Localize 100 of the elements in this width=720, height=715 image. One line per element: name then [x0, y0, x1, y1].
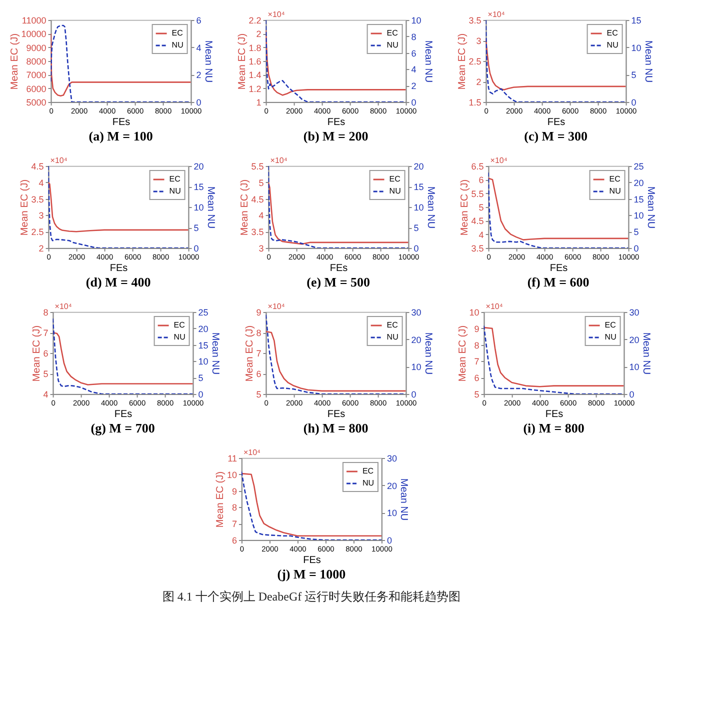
y-tick-label: 6000 [26, 84, 46, 94]
text: (e) M = 500 [306, 274, 370, 290]
y2-tick-label: 15 [634, 194, 644, 204]
y2-tick-label: 10 [198, 356, 208, 367]
y-axis-title: Mean EC (J) [236, 33, 248, 90]
line-series [52, 332, 193, 386]
y-tick-label: 9 [232, 486, 237, 496]
y2-tick-label: 0 [411, 98, 416, 108]
y2-axis-title: Mean NU [644, 186, 656, 229]
line-series [48, 166, 188, 248]
legend-label: EC [609, 174, 621, 184]
y-tick-label: 7 [232, 519, 237, 530]
y-axis-title: Mean EC (J) [459, 179, 470, 236]
y2-tick-label: 20 [411, 334, 422, 345]
y2-tick-label: 10 [629, 362, 640, 372]
y-tick-label: 9000 [26, 42, 46, 53]
y-tick-label: 3.5 [251, 227, 264, 238]
y-tick-label: 10000 [21, 29, 46, 40]
text: (f) M = 600 [527, 274, 590, 290]
legend-label: EC [386, 28, 398, 38]
y-tick-label: 2 [256, 29, 262, 40]
text: ×10⁴ [490, 156, 508, 165]
y-tick-label: 6 [256, 369, 262, 379]
y-tick-label: 3.5 [471, 244, 484, 254]
y2-tick-label: 30 [629, 308, 640, 318]
y-tick-label: 4.5 [251, 194, 264, 204]
y2-tick-label: 20 [414, 162, 424, 172]
y2-tick-label: 5 [198, 373, 204, 384]
y2-axis-title: Mean NU [424, 186, 436, 229]
y2-tick-label: 20 [386, 480, 397, 491]
y2-tick-label: 15 [631, 16, 642, 26]
x-axis-title: FEs [327, 409, 346, 420]
y-tick-label: 8 [43, 308, 48, 318]
text: (c) M = 300 [524, 128, 588, 144]
y-tick-label: 1.4 [248, 70, 262, 80]
y-axis-title: Mean EC (J) [456, 33, 468, 90]
y-tick-label: 5 [256, 390, 262, 400]
text: (g) M = 700 [90, 420, 155, 436]
legend-label: EC [386, 320, 398, 330]
y-tick-label: 5 [258, 178, 264, 188]
legend-label: NU [389, 186, 402, 196]
y-tick-label: 4.5 [31, 162, 44, 172]
y-tick-label: 1.5 [468, 98, 482, 108]
x-axis-title: FEs [114, 409, 132, 420]
text: ×10⁴ [486, 302, 504, 311]
y2-tick-label: 15 [198, 340, 208, 350]
x-axis-title: FEs [110, 263, 128, 274]
legend-label: EC [172, 28, 184, 38]
text: ×10⁴ [50, 156, 68, 165]
line-series [266, 330, 406, 392]
y-tick-label: 11000 [22, 16, 46, 26]
y2-tick-label: 0 [414, 244, 419, 254]
y2-tick-label: 2 [411, 81, 416, 92]
y-tick-label: 8 [232, 502, 237, 513]
text: ×10⁴ [243, 448, 262, 457]
y2-tick-label: 20 [194, 162, 204, 172]
y-tick-label: 2.5 [31, 227, 44, 238]
x-axis-title: FEs [550, 263, 568, 274]
y2-tick-label: 4 [411, 64, 416, 75]
y2-tick-label: 25 [198, 308, 208, 318]
y-tick-label: 5 [43, 369, 48, 379]
text: (b) M = 200 [303, 128, 368, 144]
legend-label: NU [609, 186, 622, 196]
legend-label: NU [362, 478, 374, 488]
legend-label: NU [172, 40, 184, 50]
y2-axis-title: Mean NU [422, 40, 434, 83]
y-tick-label: 4 [43, 390, 48, 400]
y-tick-label: 2.2 [248, 16, 262, 26]
y2-tick-label: 10 [194, 202, 204, 212]
y2-tick-label: 10 [411, 362, 422, 372]
legend-label: NU [386, 332, 399, 342]
y-tick-label: 8 [474, 340, 480, 350]
y-tick-label: 3 [258, 244, 264, 254]
legend-label: EC [174, 320, 186, 330]
y-axis-title: Mean EC (J) [457, 325, 468, 382]
y-tick-label: 4 [478, 230, 484, 240]
y2-tick-label: 5 [414, 223, 419, 233]
y-tick-label: 6 [43, 348, 48, 358]
legend-label: NU [174, 332, 186, 342]
y2-tick-label: 20 [629, 334, 640, 345]
y-tick-label: 5000 [26, 98, 46, 108]
y2-tick-label: 0 [634, 244, 639, 254]
y-tick-label: 2 [38, 244, 44, 254]
y2-tick-label: 6 [196, 16, 202, 26]
text: (j) M = 1000 [277, 566, 346, 582]
legend-label: EC [169, 174, 181, 184]
y-tick-label: 4 [38, 178, 44, 188]
y-tick-label: 3.5 [468, 16, 482, 26]
y-tick-label: 6 [478, 175, 484, 186]
y2-tick-label: 30 [386, 454, 397, 464]
legend-label: NU [169, 186, 182, 196]
legend-label: NU [606, 40, 619, 50]
x-axis-title: FEs [112, 117, 130, 128]
y2-tick-label: 2 [196, 70, 202, 80]
y2-tick-label: 0 [629, 390, 634, 400]
y-tick-label: 10 [469, 308, 480, 318]
y2-tick-label: 5 [631, 70, 636, 80]
y-axis-title: Mean EC (J) [9, 33, 20, 90]
y-tick-label: 6 [232, 536, 237, 546]
y-tick-label: 11 [228, 454, 237, 464]
